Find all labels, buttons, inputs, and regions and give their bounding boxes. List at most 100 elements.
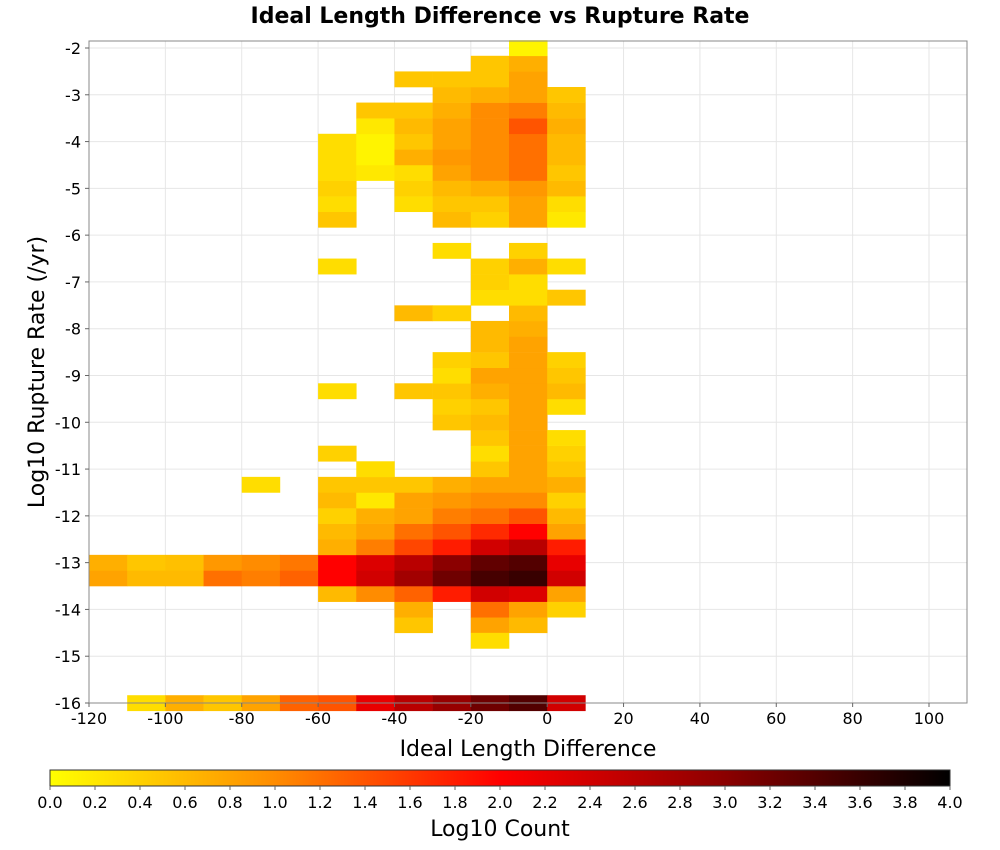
heatmap-cell-37 [356, 586, 395, 602]
heatmap-cell-70 [394, 102, 433, 119]
heatmap-cell-85 [432, 352, 472, 369]
heatmap-cell-187 [547, 367, 586, 384]
heatmap-cell-164 [509, 149, 548, 166]
heatmap-cell-107 [470, 492, 510, 509]
heatmap-cell-20 [318, 570, 357, 587]
colorbar-tick-label-2: 0.4 [127, 793, 152, 812]
heatmap-cell-89 [432, 196, 472, 213]
heatmap-cell-120 [470, 274, 510, 291]
heatmap-cell-26 [318, 476, 357, 493]
heatmap-cell-22 [318, 539, 357, 556]
y-tick-label-4: -6 [65, 226, 81, 245]
heatmap-cell-81 [432, 414, 472, 431]
heatmap-cell-78 [432, 508, 472, 524]
heatmap-cell-152 [509, 352, 548, 369]
heatmap-cell-116 [470, 352, 510, 369]
colorbar-label: Log10 Count [430, 817, 570, 842]
heatmap-cell-121 [470, 258, 510, 275]
heatmap-cell-153 [509, 336, 548, 353]
heatmap-cell-177 [547, 539, 586, 556]
heatmap-cell-195 [547, 149, 586, 166]
x-tick-label-0: -120 [71, 709, 107, 728]
heatmap-cell-64 [394, 196, 433, 213]
heatmap-cell-178 [547, 523, 586, 540]
colorbar-tick-label-15: 3.0 [712, 793, 737, 812]
heatmap-cell-28 [318, 383, 357, 400]
heatmap-cell-110 [470, 445, 510, 462]
heatmap-cell-136 [509, 601, 548, 618]
heatmap-cell-137 [509, 586, 548, 602]
heatmap-cell-124 [470, 196, 510, 213]
x-tick-label-5: -20 [458, 709, 484, 728]
y-tick-label-9: -11 [55, 460, 81, 479]
heatmap-cell-130 [470, 102, 510, 119]
heatmap-cell-176 [547, 554, 586, 571]
heatmap-cell-151 [509, 367, 548, 384]
colorbar-tick-label-8: 1.6 [397, 793, 422, 812]
heatmap-cell-84 [432, 367, 472, 384]
heatmap-cell-114 [470, 383, 510, 400]
y-tick-label-3: -5 [65, 179, 81, 198]
heatmap-cell-88 [432, 211, 472, 228]
heatmap-cell-77 [432, 523, 472, 540]
heatmap-cell-12 [241, 570, 281, 587]
heatmap-cell-112 [470, 414, 510, 431]
heatmap-cell-29 [318, 258, 357, 275]
colorbar-tick-label-5: 1.0 [262, 793, 287, 812]
heatmap-cell-31 [318, 196, 357, 213]
heatmap-cell-147 [509, 430, 548, 446]
heatmap-cell-161 [509, 196, 548, 213]
heatmap-cell-113 [470, 398, 510, 415]
heatmap-cell-142 [509, 508, 548, 524]
colorbar-tick-label-11: 2.2 [532, 793, 557, 812]
heatmap-cells [89, 40, 586, 712]
heatmap-cell-13 [241, 476, 281, 493]
heatmap-cell-129 [470, 118, 510, 135]
heatmap-cell-125 [470, 180, 510, 197]
heatmap-cell-135 [509, 617, 548, 634]
y-tick-label-5: -7 [65, 273, 81, 292]
x-tick-label-4: -40 [381, 709, 407, 728]
x-tick-label-3: -60 [305, 709, 331, 728]
heatmap-cell-115 [470, 367, 510, 384]
heatmap-cell-157 [509, 274, 548, 291]
heatmap-cell-162 [509, 180, 548, 197]
y-tick-label-7: -9 [65, 367, 81, 386]
heatmap-cell-169 [509, 71, 548, 88]
heatmap-cell-160 [509, 211, 548, 228]
y-axis-label: Log10 Rupture Rate (/yr) [25, 236, 50, 508]
heatmap-cell-188 [547, 352, 586, 369]
heatmap-cell-105 [470, 523, 510, 540]
heatmap-cell-90 [432, 180, 472, 197]
chart-title: Ideal Length Difference vs Rupture Rate [251, 4, 750, 29]
heatmap-cell-45 [356, 461, 395, 478]
heatmap-cell-148 [509, 414, 548, 431]
heatmap-cell-50 [356, 102, 395, 119]
heatmap-cell-189 [547, 289, 586, 306]
heatmap-cell-25 [318, 492, 357, 509]
x-tick-label-2: -80 [229, 709, 255, 728]
heatmap-cell-34 [318, 149, 357, 166]
heatmap-cell-95 [432, 102, 472, 119]
heatmap-cell-44 [356, 476, 395, 493]
heatmap-cell-155 [509, 305, 548, 322]
heatmap-cell-35 [318, 133, 357, 150]
heatmap-cell-93 [432, 133, 472, 150]
heatmap-cell-194 [547, 164, 586, 181]
heatmap-cell-67 [394, 149, 433, 166]
heatmap-cell-131 [470, 86, 510, 103]
colorbar-tick-label-17: 3.4 [802, 793, 827, 812]
heatmap-cell-6 [165, 570, 204, 587]
heatmap-cell-43 [356, 492, 395, 509]
heatmap-cell-139 [509, 554, 548, 571]
colorbar-tick-label-0: 0.0 [37, 793, 62, 812]
heatmap-cell-17 [279, 554, 319, 571]
heatmap-cell-140 [509, 539, 548, 556]
heatmap-cell-27 [318, 445, 357, 462]
heatmap-cell-111 [470, 430, 510, 446]
y-tick-label-8: -10 [55, 413, 81, 432]
heatmap-cell-79 [432, 492, 472, 509]
colorbar-tick-label-6: 1.2 [307, 793, 332, 812]
heatmap-cell-104 [470, 539, 510, 556]
